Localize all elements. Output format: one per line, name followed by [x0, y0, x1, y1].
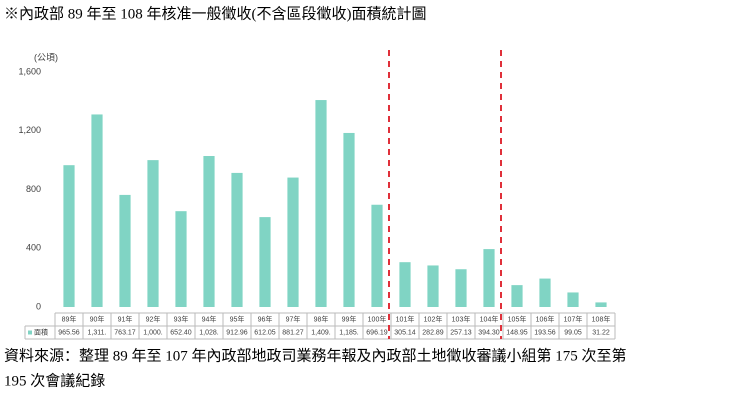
data-label: 1,409. — [311, 329, 331, 336]
data-label: 881.27 — [282, 329, 304, 336]
data-label: 612.05 — [254, 329, 276, 336]
x-tick-label: 97年 — [286, 314, 301, 323]
x-tick-label: 101年 — [396, 314, 415, 323]
data-label: 912.96 — [226, 329, 248, 336]
x-tick-label: 91年 — [118, 314, 133, 323]
data-label: 305.14 — [394, 329, 416, 336]
x-tick-label: 100年 — [368, 314, 387, 323]
x-tick-label: 108年 — [592, 314, 611, 323]
bar — [259, 217, 271, 307]
x-tick-label: 94年 — [202, 314, 217, 323]
bar — [455, 269, 467, 307]
bar — [399, 262, 411, 307]
bar — [91, 114, 103, 308]
y-axis-label: (公頃) — [34, 52, 58, 62]
data-label: 652.40 — [170, 329, 192, 336]
data-label: 1,311. — [88, 329, 107, 336]
data-label: 763.17 — [114, 329, 136, 336]
y-tick-label: 400 — [26, 243, 41, 253]
bar — [567, 292, 579, 307]
data-label: 31.22 — [592, 329, 610, 336]
x-tick-label: 93年 — [174, 314, 189, 323]
x-tick-label: 107年 — [564, 314, 583, 323]
x-tick-label: 98年 — [314, 314, 329, 323]
x-tick-label: 95年 — [230, 314, 245, 323]
bar — [175, 211, 187, 307]
bar — [371, 204, 383, 307]
y-tick-label: 1,600 — [18, 66, 41, 76]
y-tick-label: 1,200 — [18, 125, 41, 135]
y-tick-label: 0 — [36, 301, 41, 311]
data-label: 148.95 — [506, 329, 528, 336]
x-tick-label: 96年 — [258, 314, 273, 323]
bar — [119, 194, 131, 307]
data-label: 696.19 — [366, 329, 388, 336]
data-label: 394.30 — [478, 329, 500, 336]
legend-swatch — [28, 330, 32, 335]
data-label: 257.13 — [450, 329, 472, 336]
data-label: 1,028. — [199, 329, 219, 336]
data-label: 965.56 — [58, 329, 80, 336]
data-label: 99.05 — [564, 329, 582, 336]
bar — [483, 249, 495, 307]
bar — [147, 160, 159, 307]
x-tick-label: 106年 — [536, 314, 555, 323]
bar — [343, 132, 355, 307]
x-tick-label: 90年 — [90, 314, 105, 323]
source-line: 資料來源：整理 89 年至 107 年內政部地政司業務年報及內政部土地徵收審議小… — [4, 346, 627, 364]
x-tick-label: 102年 — [424, 314, 443, 323]
bar — [63, 165, 75, 307]
data-label: 1,000. — [143, 329, 163, 336]
legend-label: 面積 — [34, 327, 48, 336]
bar — [427, 265, 439, 307]
data-label: 282.89 — [422, 329, 444, 336]
x-tick-label: 103年 — [452, 314, 471, 323]
x-tick-label: 92年 — [146, 314, 161, 323]
bar — [203, 156, 215, 307]
x-tick-label: 104年 — [480, 314, 499, 323]
y-tick-label: 800 — [26, 184, 41, 194]
source-line: 195 次會議紀錄 — [4, 371, 105, 389]
bar — [315, 100, 327, 307]
data-label: 193.56 — [534, 329, 556, 336]
bar — [539, 278, 551, 307]
bar — [595, 302, 607, 307]
x-tick-label: 105年 — [508, 314, 527, 323]
bar — [287, 177, 299, 307]
chart-title: ※內政部 89 年至 108 年核准一般徵收(不含區段徵收)面積統計圖 — [4, 5, 427, 22]
bar — [511, 285, 523, 307]
data-label: 1,185. — [339, 329, 359, 336]
x-tick-label: 99年 — [342, 314, 357, 323]
x-tick-label: 89年 — [62, 314, 77, 323]
bar — [231, 172, 243, 307]
